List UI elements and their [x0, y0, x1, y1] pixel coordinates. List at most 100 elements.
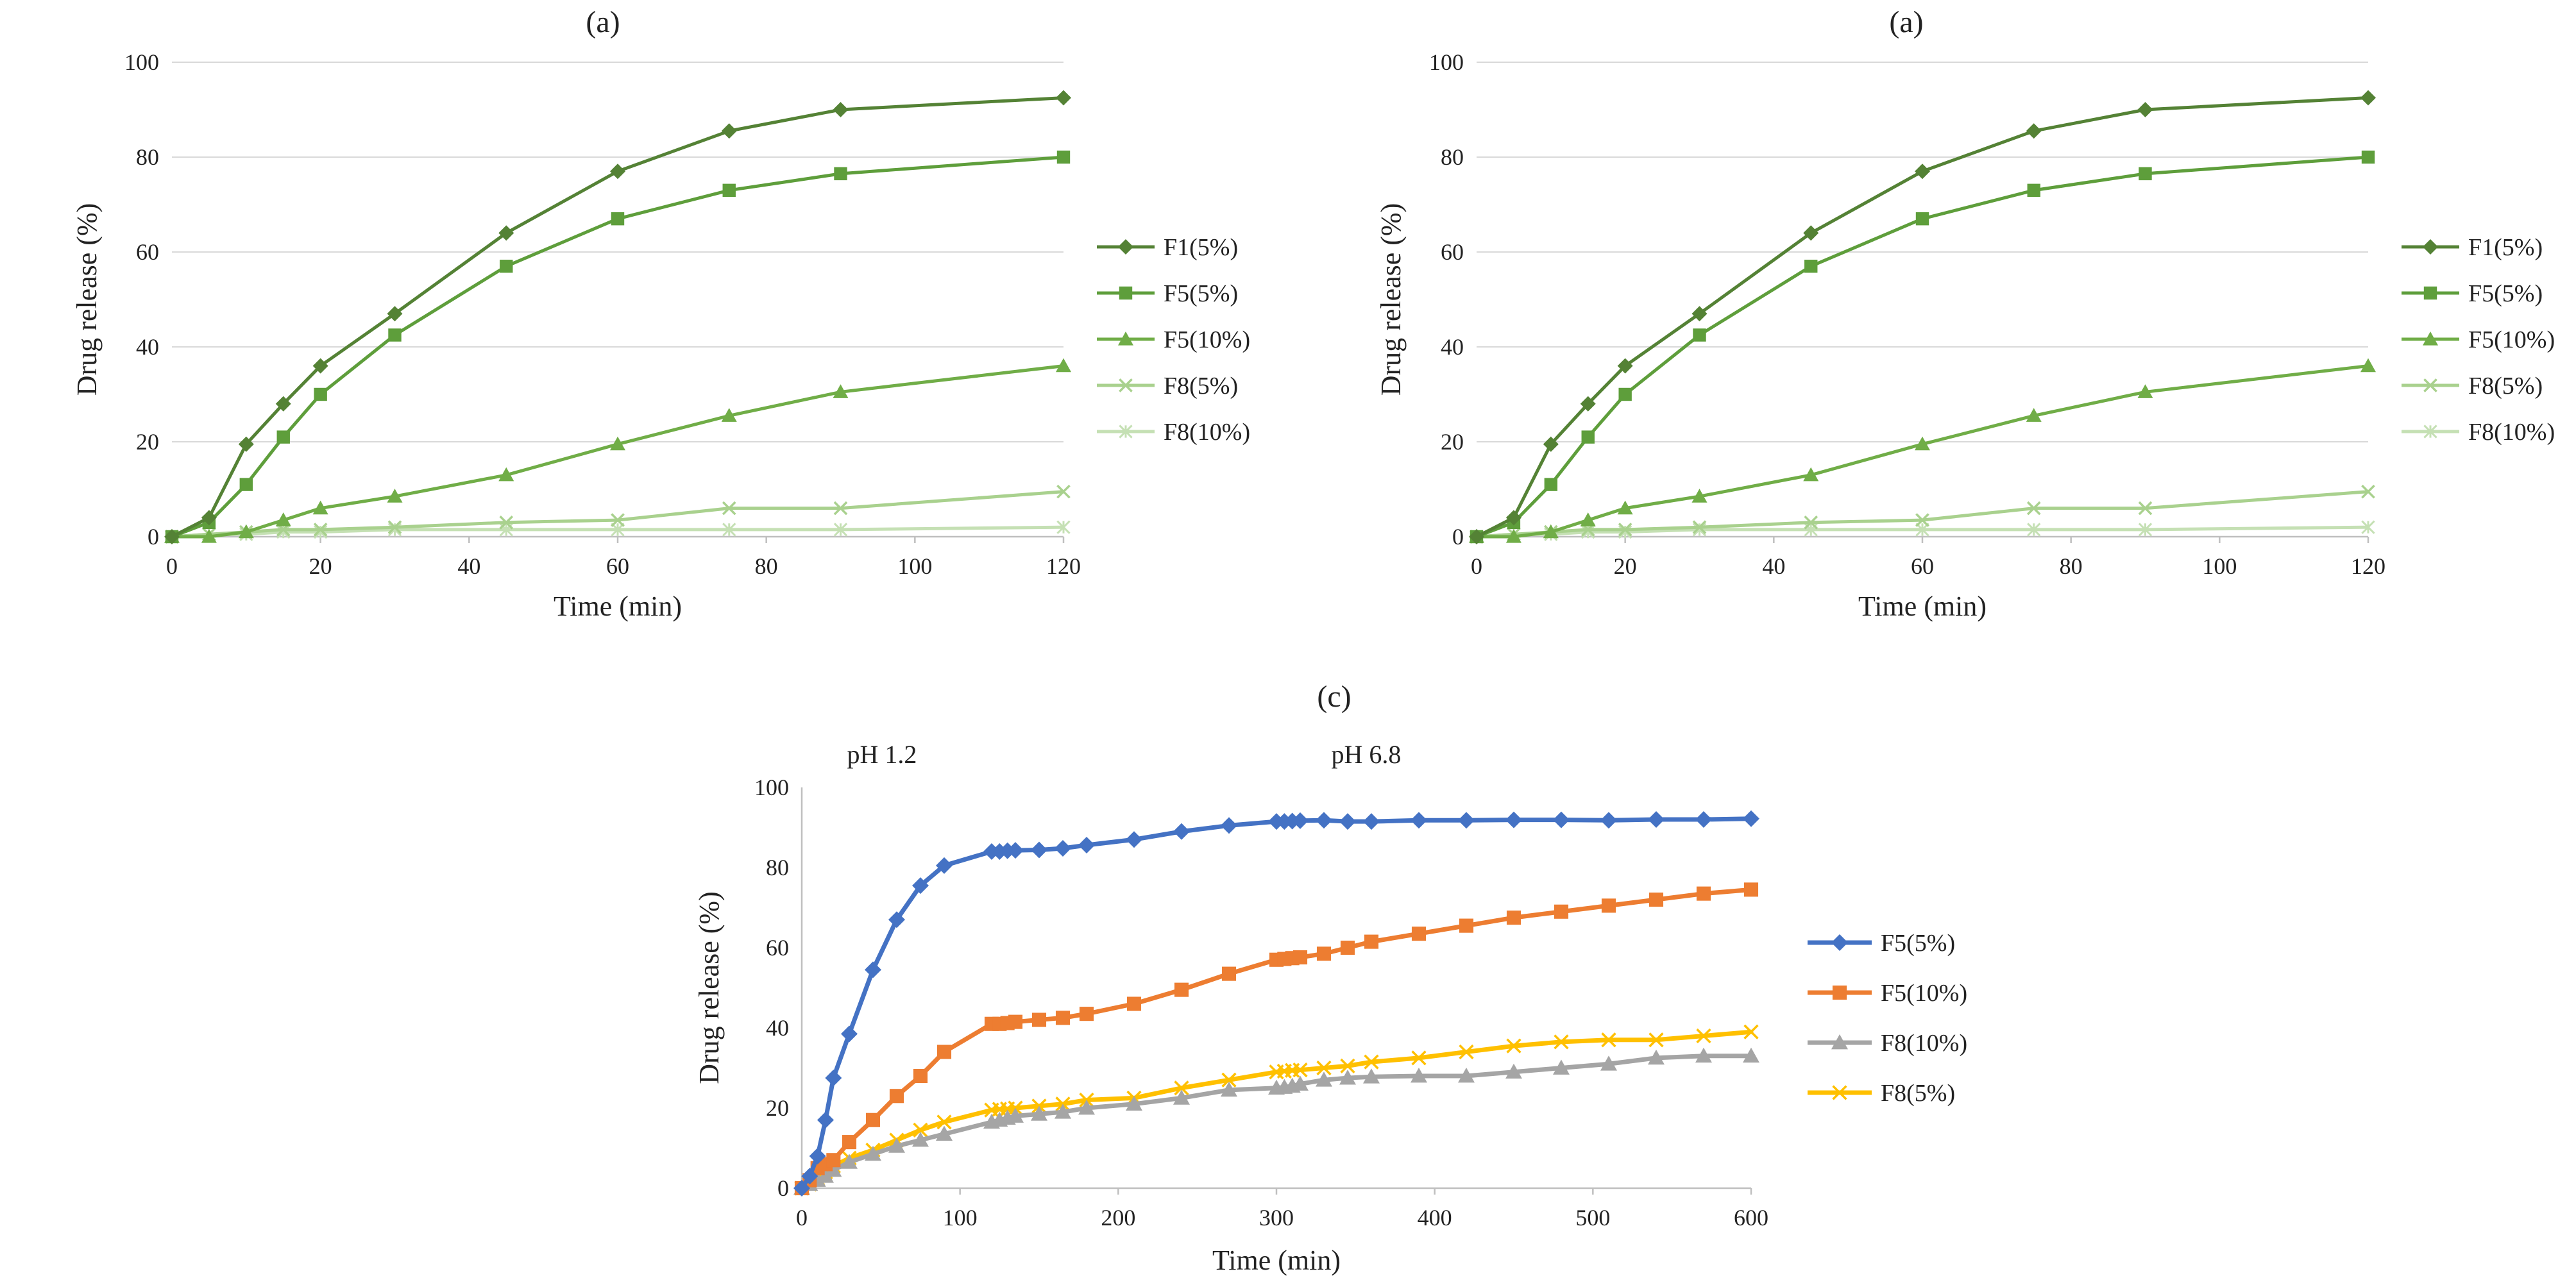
data-point: [1648, 892, 1664, 907]
data-point: [610, 164, 625, 180]
data-point: [498, 225, 514, 241]
legend-entry: F5(5%): [2468, 280, 2543, 307]
x-tick-label: 80: [2060, 553, 2083, 579]
data-point: [1743, 882, 1759, 897]
data-point: [1364, 934, 1379, 949]
data-point: [1055, 1011, 1071, 1025]
x-tick-label: 120: [1046, 553, 1081, 579]
legend-entry: F8(5%): [1881, 1080, 1955, 1107]
chart-title: (a): [586, 5, 620, 39]
chart-title: (c): [1317, 680, 1351, 714]
data-point: [1174, 982, 1189, 997]
data-point: [1915, 436, 1930, 451]
data-point: [1126, 1095, 1142, 1111]
data-point: [1056, 520, 1071, 534]
legend-entry: F8(10%): [1881, 1030, 1967, 1057]
data-point: [817, 1111, 834, 1129]
chart-panel-1: (a) 0 20 40 60 80 100 0 20 40 60 80 100 120 Time (min)…: [71, 5, 1250, 622]
data-point: [1618, 523, 1632, 537]
data-point: [1316, 812, 1332, 829]
legend-swatch-marker: [2423, 286, 2437, 300]
data-point: [1692, 520, 1707, 535]
data-point: [2026, 408, 2042, 422]
ph-annotation: pH 6.8: [1332, 740, 1402, 769]
x-axis-label: Time (min): [1858, 591, 1987, 622]
data-point: [1803, 225, 1819, 241]
data-point: [1553, 811, 1570, 828]
x-tick-label: 0: [796, 1205, 808, 1230]
data-point: [1458, 812, 1475, 829]
data-point: [387, 306, 403, 322]
x-tick-label: 40: [1762, 553, 1785, 579]
data-point: [1544, 478, 1558, 491]
legend-entry: F8(10%): [1164, 419, 1250, 446]
data-point: [1693, 328, 1706, 342]
data-point: [1079, 1007, 1094, 1021]
y-tick-label: 100: [754, 775, 789, 800]
x-tick-label: 100: [2202, 553, 2237, 579]
x-tick-label: 60: [606, 553, 629, 579]
data-point: [2139, 167, 2152, 181]
legend-swatch-marker: [2423, 239, 2438, 255]
data-point: [2360, 358, 2376, 373]
legend-entry: F1(5%): [1164, 234, 1238, 261]
data-point: [1007, 842, 1024, 859]
data-point: [1648, 1049, 1665, 1065]
x-axis-label: Time (min): [554, 591, 682, 622]
data-point: [1056, 484, 1071, 499]
data-point: [2027, 523, 2041, 537]
data-point: [1505, 529, 1521, 543]
y-tick-label: 60: [1441, 239, 1464, 265]
data-point: [1915, 164, 1930, 180]
data-point: [1580, 512, 1596, 526]
data-point: [1505, 811, 1522, 828]
data-point: [1316, 1060, 1332, 1076]
legend-swatch-marker: [2423, 424, 2437, 439]
y-tick-label: 60: [136, 239, 159, 265]
data-point: [1031, 1105, 1047, 1121]
data-point: [801, 1168, 818, 1185]
data-point: [1743, 1024, 1759, 1039]
x-tick-label: 100: [943, 1205, 978, 1230]
data-point: [1458, 1068, 1475, 1083]
legend-swatch-marker: [1831, 934, 1848, 951]
data-point: [1459, 1044, 1474, 1060]
data-point: [1601, 898, 1616, 913]
series-line: [170, 96, 1065, 539]
data-point: [1648, 811, 1665, 828]
data-point: [1691, 489, 1707, 503]
legend-entry: F5(10%): [1164, 326, 1250, 353]
y-tick-label: 40: [766, 1015, 789, 1041]
data-point: [1078, 1100, 1095, 1115]
legend-entry: F5(5%): [1164, 280, 1238, 307]
y-axis-label: Drug release (%): [1375, 203, 1407, 396]
y-tick-label: 80: [766, 855, 789, 880]
data-point: [2360, 90, 2376, 106]
data-point: [1221, 817, 1237, 834]
data-point: [841, 1025, 858, 1043]
data-point: [1411, 927, 1427, 941]
data-point: [1173, 823, 1190, 840]
data-point: [314, 387, 327, 401]
data-point: [1056, 150, 1071, 164]
data-point: [825, 1070, 842, 1087]
data-point: [2138, 501, 2153, 516]
y-tick-label: 40: [136, 334, 159, 360]
data-point: [2137, 384, 2153, 398]
data-point: [2026, 501, 2041, 516]
legend-entry: F8(5%): [1164, 373, 1238, 399]
data-point: [1173, 1089, 1190, 1105]
x-tick-label: 40: [457, 553, 480, 579]
legend-entry: F5(10%): [1881, 980, 1967, 1007]
data-point: [1506, 911, 1521, 925]
series-line: [1475, 364, 2370, 539]
x-axis-label: Time (min): [1212, 1245, 1341, 1276]
ph-annotation: pH 1.2: [847, 740, 917, 769]
data-point: [1292, 950, 1308, 965]
y-axis-label: Drug release (%): [71, 203, 103, 396]
data-point: [809, 1148, 826, 1164]
data-point: [1618, 387, 1632, 401]
series-F5(5%): [793, 810, 1759, 1197]
legend-swatch-marker: [1832, 985, 1847, 1000]
